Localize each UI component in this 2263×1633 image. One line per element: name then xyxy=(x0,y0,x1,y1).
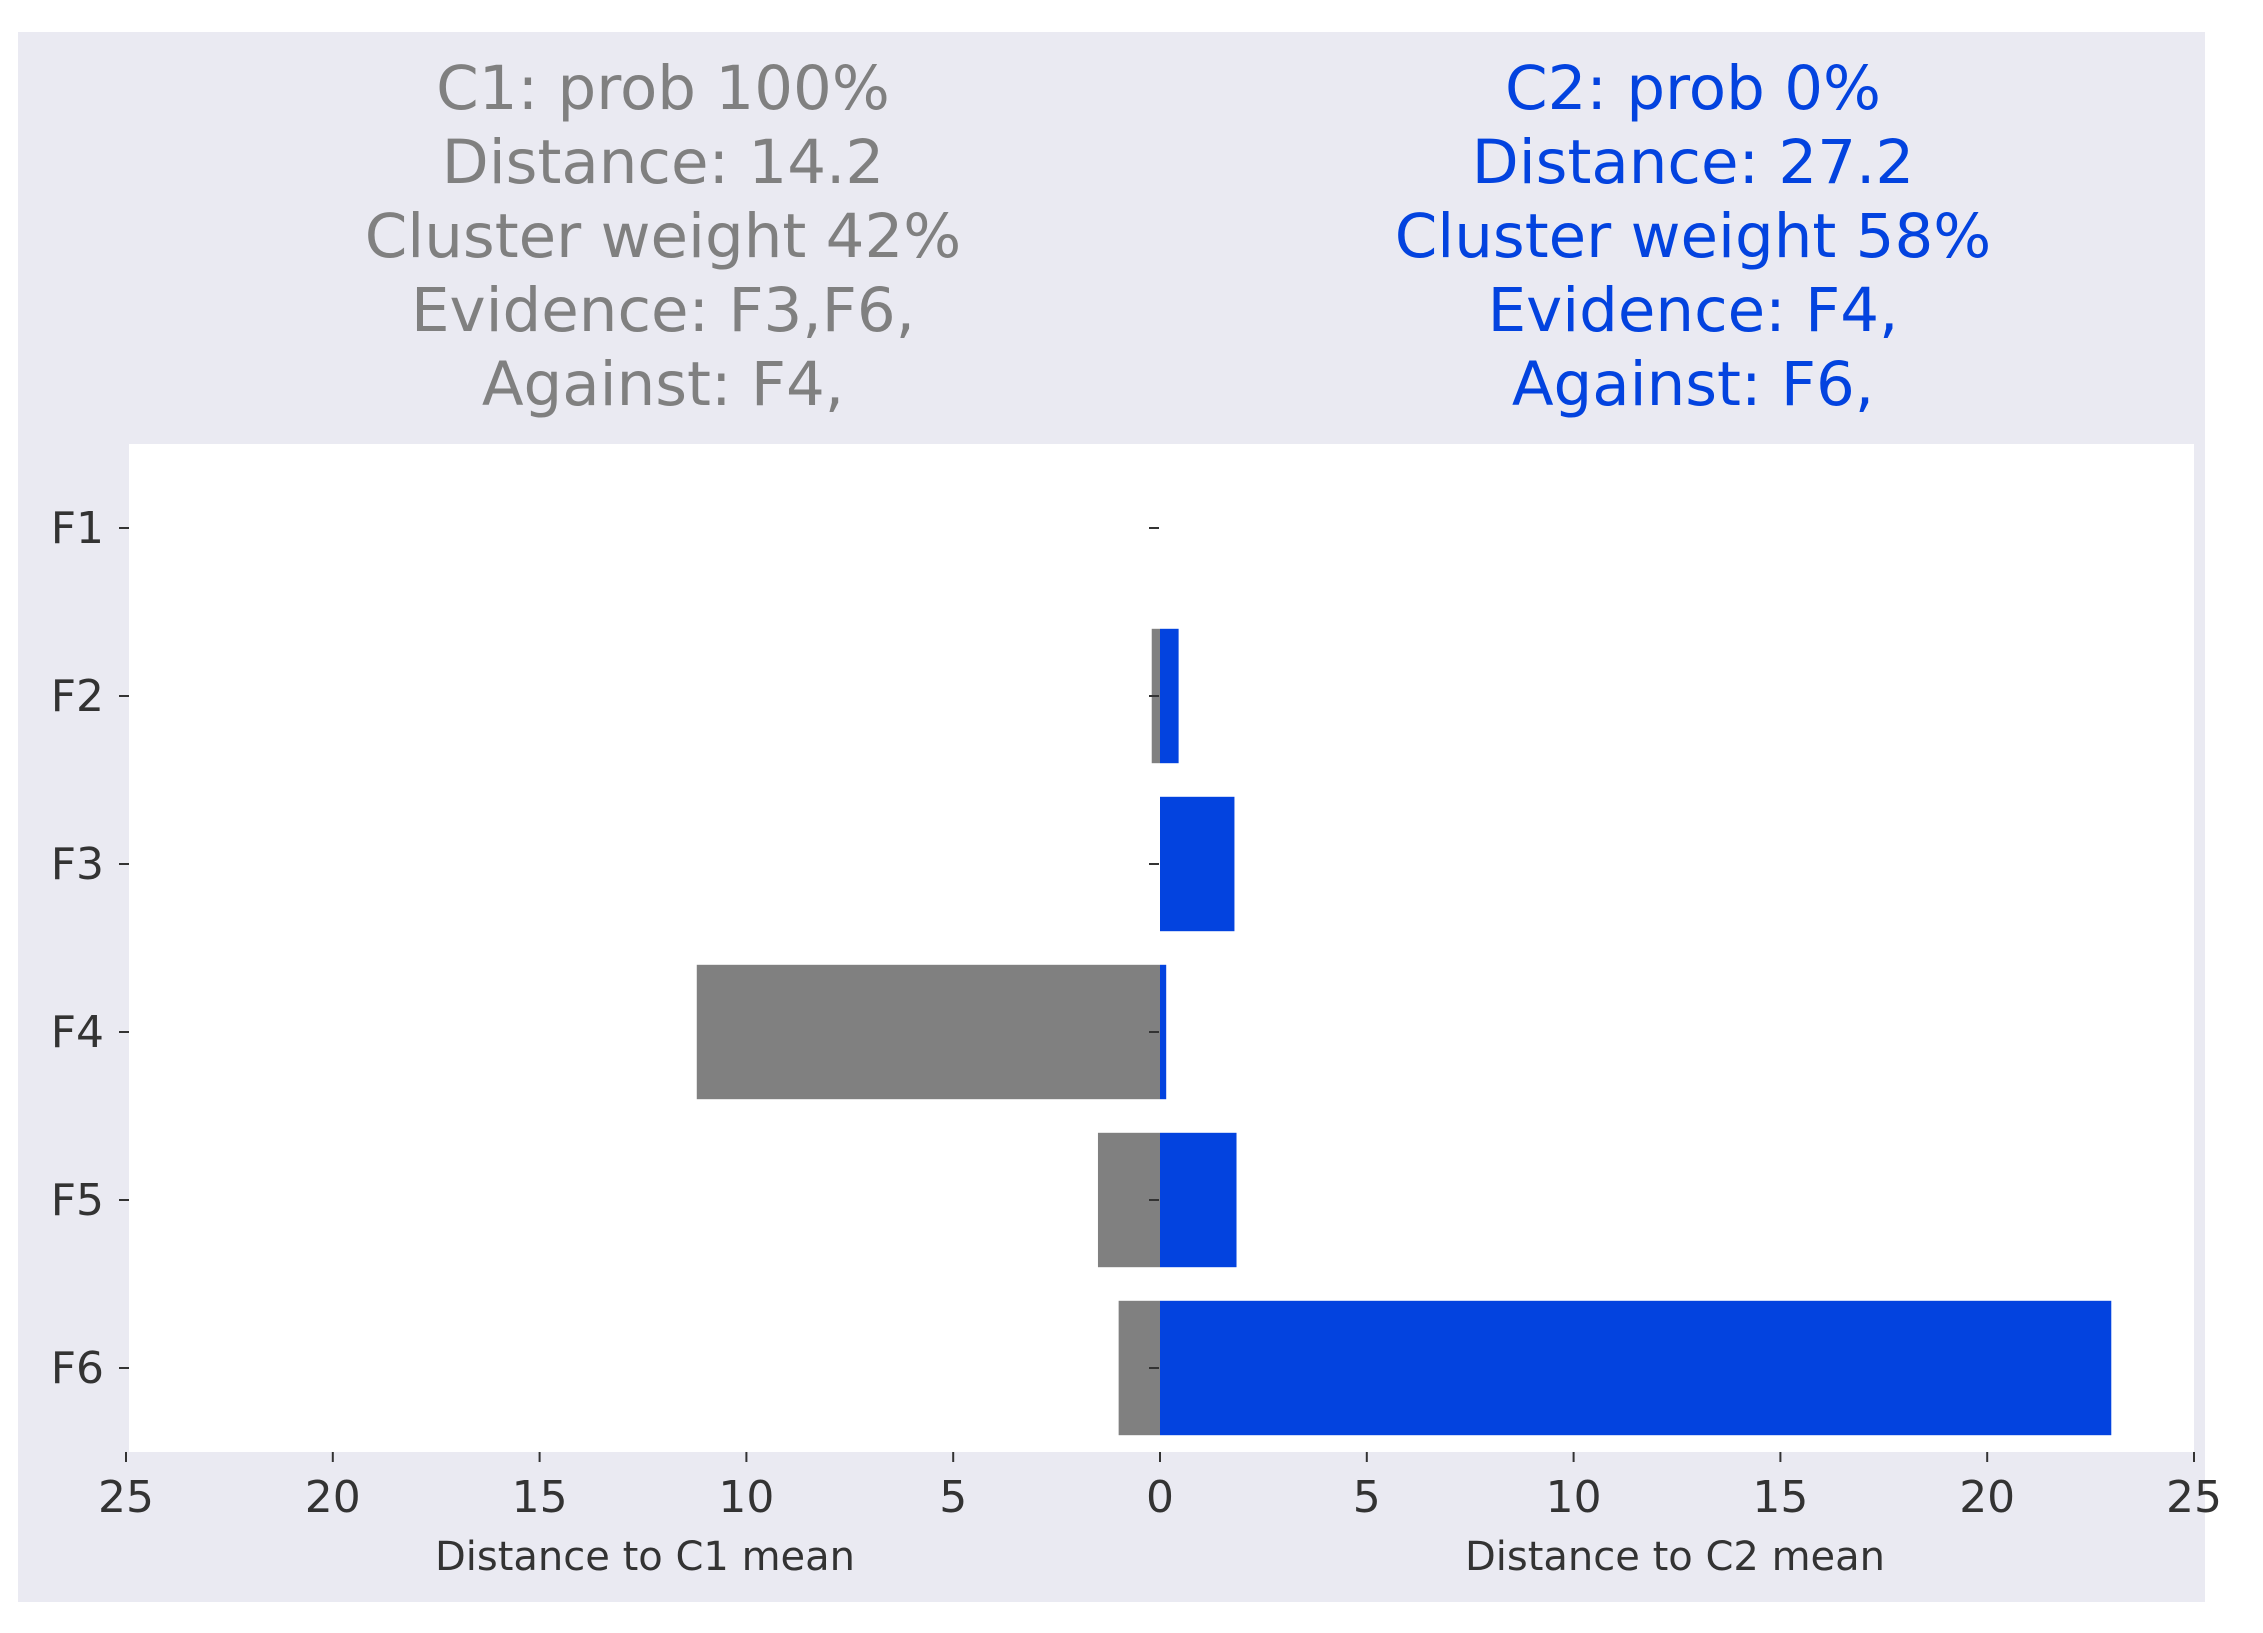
x-tick-label-c1: 10 xyxy=(718,1472,774,1523)
x-tick-label-c1: 20 xyxy=(305,1472,361,1523)
x-tick-label-c1: 5 xyxy=(939,1472,967,1523)
y-tick-label-f5: F5 xyxy=(51,1175,104,1226)
bar-c2-f2 xyxy=(1160,628,1179,764)
x-tick-label-c1: 15 xyxy=(512,1472,568,1523)
plot-area xyxy=(129,444,2194,1452)
x-tick-label-c2: 15 xyxy=(1752,1472,1808,1523)
x-tick-label-c2: 25 xyxy=(2166,1472,2222,1523)
c1-title-line: Cluster weight 42% xyxy=(364,201,962,272)
bar-c2-f6 xyxy=(1160,1300,2112,1436)
c1-title-line: Against: F4, xyxy=(481,349,845,420)
x-tick-label-c2: 5 xyxy=(1353,1472,1381,1523)
c1-title-line: Distance: 14.2 xyxy=(441,127,885,198)
x-tick-label-c2: 10 xyxy=(1546,1472,1602,1523)
c1-title-line: Evidence: F3,F6, xyxy=(410,275,916,346)
y-axis: F1 F2 F3 F4 F5 F6 xyxy=(51,503,1159,1394)
c1-title-block: C1: prob 100% Distance: 14.2 Cluster wei… xyxy=(113,52,1213,422)
y-tick-label-f1: F1 xyxy=(51,503,104,554)
x-tick-label-c2: 20 xyxy=(1959,1472,2015,1523)
bar-c1-f4 xyxy=(696,964,1160,1100)
c2-title-line: Evidence: F4, xyxy=(1487,275,1899,346)
c2-title-line: Cluster weight 58% xyxy=(1394,201,1992,272)
y-tick-label-f4: F4 xyxy=(51,1007,104,1058)
x-axis: 25 20 15 10 5 0 5 10 15 20 25 xyxy=(98,1452,2222,1523)
y-tick-label-f6: F6 xyxy=(51,1343,104,1394)
c2-title-line: Distance: 27.2 xyxy=(1471,127,1915,198)
bar-c2-f4 xyxy=(1160,964,1167,1100)
y-tick-label-f2: F2 xyxy=(51,671,104,722)
bar-c2-f5 xyxy=(1160,1132,1237,1268)
bar-c2-f3 xyxy=(1160,796,1235,932)
x-tick-label-c1: 25 xyxy=(98,1472,154,1523)
x-tick-label-c1: 0 xyxy=(1146,1472,1174,1523)
c2-title-line: C2: prob 0% xyxy=(1504,53,1881,124)
c1-title-line: C1: prob 100% xyxy=(436,53,890,124)
x-axis-label-c2: Distance to C2 mean xyxy=(1465,1534,1885,1580)
c2-title-line: Against: F6, xyxy=(1511,349,1875,420)
y-tick-label-f3: F3 xyxy=(51,839,104,890)
c2-title-block: C2: prob 0% Distance: 27.2 Cluster weigh… xyxy=(1143,52,2243,422)
x-axis-label-c1: Distance to C1 mean xyxy=(435,1534,855,1580)
